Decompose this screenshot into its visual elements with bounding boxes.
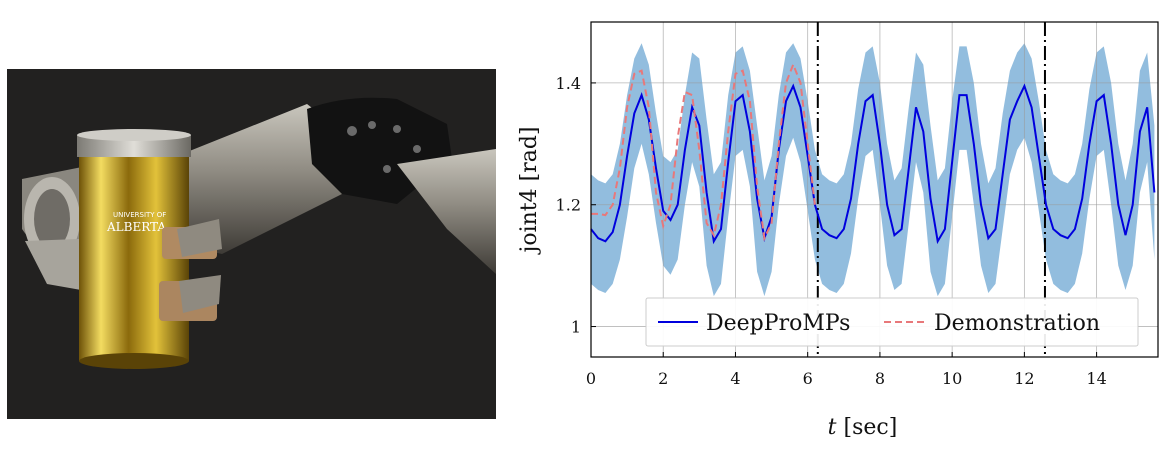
legend-box [645,297,1139,347]
cup-logo-line1: UNIVERSITY OF [113,211,166,219]
y-tick-label: 1 [571,318,581,337]
plot-frame [590,21,1159,358]
x-axis-title: t [sec] [828,415,898,440]
uncertainty-band [591,43,1155,297]
joint4-chart: 0 2 4 6 8 10 12 14 1 1.2 1.4 t [sec] joint4 [rad] De… [517,21,1159,440]
series-line-deeppromps [590,83,1156,245]
robot-upper-link [157,104,352,254]
legend-label-deeppromps: DeepProMPs [706,311,850,336]
y-tick-label: 1.2 [556,196,581,215]
x-axis-unit: [sec] [844,415,898,440]
x-tick-label: 0 [586,369,596,388]
y-axis-title: joint4 [rad] [517,127,542,256]
x-tick-label: 14 [1086,369,1106,388]
x-tick-label: 10 [942,369,962,388]
cup-lid [77,135,191,157]
x-tick-label: 4 [730,369,740,388]
x-axis-variable: t [828,415,844,440]
cup-logo-line2: ALBERTA [106,220,166,234]
x-tick-label: 6 [803,369,813,388]
x-tick-label: 12 [1014,369,1034,388]
x-tick-label: 8 [875,369,885,388]
robot-arm-photo: UNIVERSITY OF ALBERTA [7,69,496,419]
series-line-demonstration [591,61,816,242]
robot-base-link [397,149,496,274]
y-tick-label: 1.4 [556,74,581,93]
x-tick-label: 2 [658,369,668,388]
legend-label-demonstration: Demonstration [934,311,1100,336]
